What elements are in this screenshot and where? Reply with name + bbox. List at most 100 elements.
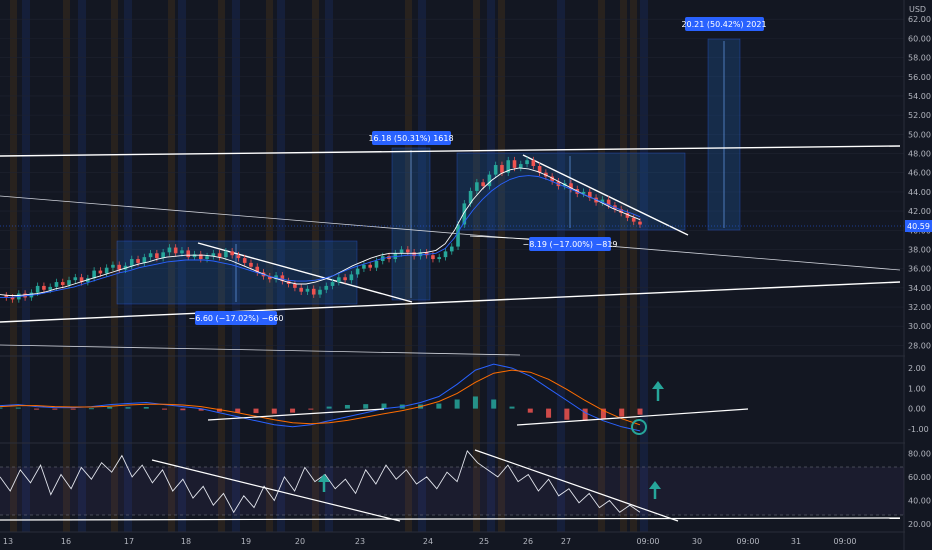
candle-body <box>412 252 416 257</box>
price-tick-label: 50.00 <box>908 130 931 139</box>
candle-body <box>10 297 15 300</box>
measure-box-4[interactable] <box>707 38 741 231</box>
time-tick-label: 19 <box>241 537 251 546</box>
rsi-support-line[interactable] <box>0 517 901 521</box>
rsi-trendline-1[interactable] <box>151 459 401 522</box>
candle-body <box>73 277 78 281</box>
candle-body <box>569 183 573 190</box>
candle-body <box>129 259 134 266</box>
candle-body <box>198 254 203 260</box>
macd-pane <box>0 363 643 432</box>
currency-label: USD <box>909 5 926 14</box>
candle-body <box>418 252 423 257</box>
candle-body <box>449 246 454 252</box>
orange-band-1 <box>63 0 70 532</box>
blue-band-10 <box>640 0 648 532</box>
macd-histogram-bar <box>34 408 40 410</box>
blue-band-3 <box>178 0 186 532</box>
candle-body <box>4 295 9 298</box>
candle-body <box>242 258 247 263</box>
macd-up-arrow <box>652 381 664 401</box>
candle-body <box>368 264 372 268</box>
rsi-tick-label: 60.00 <box>908 473 931 482</box>
macd-histogram-bar <box>436 403 442 409</box>
candle-body <box>35 285 40 293</box>
candle-body <box>79 277 84 283</box>
time-tick-label: 30 <box>692 537 702 546</box>
price-tick-label: 48.00 <box>908 150 931 159</box>
measure-tag-4-bg <box>685 17 764 31</box>
macd-histogram-bar <box>290 408 296 413</box>
macd-trendline-2[interactable] <box>516 408 749 426</box>
candle-body <box>506 160 511 173</box>
lower-flat-line[interactable] <box>0 344 521 356</box>
macd-histogram-bar <box>509 406 515 409</box>
long-descending-line[interactable] <box>0 195 901 271</box>
candle-body <box>173 247 178 254</box>
macd-histogram-bar <box>216 408 222 412</box>
blue-band-9 <box>557 0 565 532</box>
candle-body <box>343 277 347 281</box>
price-tick-label: 58.00 <box>908 54 931 63</box>
candle-body <box>518 164 523 168</box>
measure-tag-2[interactable]: 16.18 (50.31%) 1618 <box>368 131 454 145</box>
candle-body <box>462 203 467 225</box>
measure-tag-1[interactable]: −6.60 (−17.02%) −660 <box>188 311 284 325</box>
orange-band-11 <box>620 0 627 532</box>
rsi-trendline-2[interactable] <box>474 449 679 522</box>
macd-trendline-1[interactable] <box>207 408 385 421</box>
candle-body <box>104 267 109 274</box>
orange-band-4 <box>218 0 225 532</box>
candle-body <box>537 165 542 173</box>
macd-histogram-bar <box>180 408 186 411</box>
blue-band-2 <box>124 0 132 532</box>
price-tick-label: 38.00 <box>908 245 931 254</box>
candle-body <box>512 160 517 168</box>
candle-body <box>349 274 354 281</box>
candle-body <box>211 253 216 257</box>
candle-body <box>249 262 253 267</box>
measure-tag-3[interactable]: −8.19 (−17.00%) −819 <box>522 237 618 251</box>
macd-histogram-bar <box>564 408 570 420</box>
candle-body <box>42 285 46 290</box>
time-tick-label: 23 <box>355 537 365 546</box>
candle-body <box>148 253 153 258</box>
rsi-tick-label: 80.00 <box>908 449 931 458</box>
trendlines-price[interactable] <box>0 145 901 356</box>
macd-histogram-bar <box>88 408 94 410</box>
candle-body <box>355 268 360 275</box>
time-tick-label: 09:00 <box>736 537 759 546</box>
wedge-2-upper-line[interactable] <box>522 154 689 236</box>
channel-bottom-line[interactable] <box>0 281 901 323</box>
signal-line <box>0 369 641 426</box>
candle-body <box>500 165 504 173</box>
candle-body <box>487 174 492 187</box>
macd-histogram-bar <box>70 408 76 410</box>
candle-body <box>318 289 322 295</box>
measure-tag-3-bg <box>529 237 611 251</box>
blue-band-7 <box>418 0 426 532</box>
candle-body <box>475 182 479 191</box>
macd-histogram-bar <box>15 407 21 409</box>
candle-body <box>581 191 586 194</box>
candle-body <box>330 282 335 286</box>
measure-box-2[interactable] <box>391 147 431 301</box>
candle-body <box>205 256 209 260</box>
orange-band-12 <box>630 0 637 532</box>
time-tick-label: 13 <box>3 537 13 546</box>
channel-top-line[interactable] <box>0 145 901 157</box>
macd-histogram-bar <box>619 408 625 417</box>
measure-tag-1-text: −6.60 (−17.02%) −660 <box>188 314 283 323</box>
candle-body <box>255 266 260 273</box>
measure-tag-4[interactable]: 20.21 (50.42%) 2021 <box>681 17 767 31</box>
price-axis-panel[interactable] <box>905 0 932 550</box>
rsi-band <box>0 467 904 515</box>
price-tick-label: 44.00 <box>908 188 931 197</box>
time-tick-label: 09:00 <box>833 537 856 546</box>
price-tick-label: 54.00 <box>908 92 931 101</box>
candle-body <box>155 253 159 259</box>
candle-body <box>337 277 341 283</box>
price-tick-label: 60.00 <box>908 34 931 43</box>
macd-tick-label: 2.00 <box>908 364 926 373</box>
